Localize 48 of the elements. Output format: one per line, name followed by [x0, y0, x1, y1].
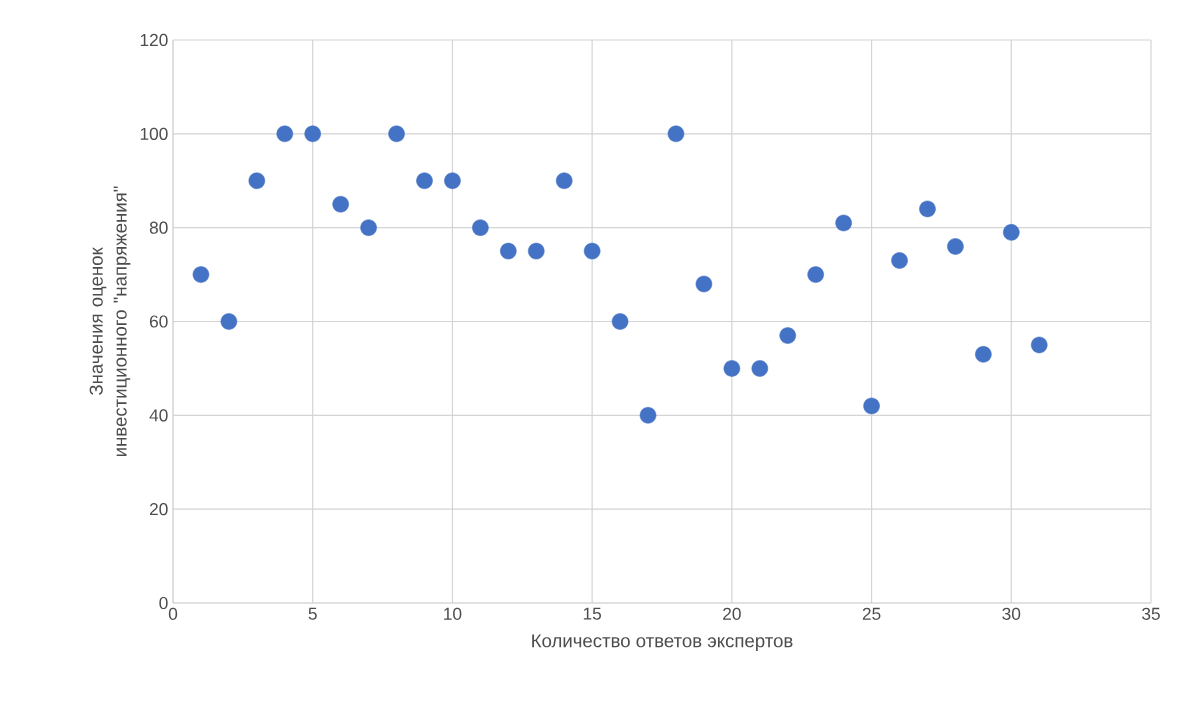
y-tick-label: 0 — [159, 596, 168, 610]
point — [975, 346, 992, 363]
point — [863, 397, 880, 415]
x-tick-label: 20 — [723, 607, 741, 620]
y-tick-label: 60 — [149, 315, 168, 328]
point — [276, 125, 294, 143]
y-tick-label: 20 — [149, 503, 168, 516]
point — [947, 238, 964, 255]
y-axis-title: Значения оценок инвестиционного "напряжения" — [89, 186, 131, 457]
point — [416, 172, 433, 190]
point — [639, 407, 657, 424]
point — [555, 172, 573, 190]
point — [360, 219, 377, 236]
y-tick-label: 100 — [140, 127, 168, 140]
point — [835, 214, 852, 232]
point — [332, 195, 349, 213]
point — [695, 275, 713, 293]
point — [779, 327, 797, 344]
y-tick-label: 80 — [149, 221, 168, 234]
point — [723, 360, 741, 377]
x-tick-label: 15 — [583, 607, 602, 620]
point — [583, 242, 601, 260]
point — [444, 172, 461, 190]
x-tick-label: 10 — [444, 607, 462, 620]
x-tick-label: 25 — [862, 607, 881, 620]
y-tick-label: 40 — [149, 409, 168, 422]
point — [248, 172, 266, 190]
x-tick-label: 0 — [168, 607, 178, 620]
point — [192, 266, 210, 283]
point — [667, 125, 685, 143]
x-tick-label: 5 — [308, 607, 317, 620]
point — [919, 200, 936, 218]
point — [527, 242, 545, 260]
x-tick-label: 30 — [1002, 607, 1021, 620]
x-tick-label: 35 — [1142, 607, 1160, 620]
point — [500, 242, 517, 260]
point — [304, 125, 321, 143]
point — [1030, 336, 1048, 354]
point — [611, 313, 629, 330]
point — [807, 266, 824, 283]
x-axis-title: Количество ответов экспертов — [532, 634, 793, 652]
point — [1003, 224, 1020, 241]
point — [388, 125, 405, 143]
point — [472, 219, 489, 236]
point — [751, 360, 769, 377]
y-tick-label: 120 — [140, 33, 168, 47]
point — [891, 252, 908, 269]
point — [220, 313, 238, 330]
